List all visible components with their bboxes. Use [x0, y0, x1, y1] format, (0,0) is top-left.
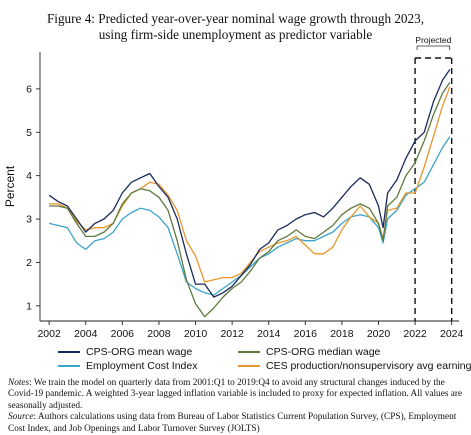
- x-tick-label: 2008: [147, 328, 171, 340]
- x-tick-label: 2014: [257, 328, 281, 340]
- y-tick-label: 3: [26, 214, 32, 226]
- x-tick-label: 2004: [74, 328, 98, 340]
- y-tick-label: 5: [26, 127, 32, 139]
- y-tick-label: 2: [26, 257, 32, 269]
- x-tick-label: 2010: [184, 328, 208, 340]
- notes-paragraph: Notes: We train the model on quarterly d…: [8, 378, 466, 412]
- x-tick-label: 2006: [111, 328, 135, 340]
- x-tick-label: 2020: [367, 328, 391, 340]
- series-line-ces: [49, 86, 451, 283]
- figure-notes: Notes: We train the model on quarterly d…: [8, 378, 466, 435]
- projection-label: Projected: [415, 35, 451, 45]
- y-tick-label: 6: [26, 83, 32, 95]
- legend-swatch-ces: [238, 365, 260, 367]
- legend-label-eci: Employment Cost Index: [86, 360, 198, 372]
- notes-text: : We train the model on quarterly data f…: [8, 378, 463, 411]
- legend-swatch-cps-median: [238, 351, 260, 353]
- series-line-eci: [48, 136, 451, 296]
- x-tick-label: 2012: [220, 328, 244, 340]
- chart-title-line-2: using firm-side unemployment as predicto…: [98, 27, 373, 42]
- x-tick-label: 2002: [37, 328, 61, 340]
- x-tick-label: 2024: [440, 328, 464, 340]
- notes-label: Notes: [8, 378, 30, 388]
- x-tick-label: 2016: [294, 328, 318, 340]
- y-tick-label: 4: [26, 170, 32, 182]
- legend-swatch-cps-mean: [58, 351, 80, 353]
- series-line-cps-median: [49, 82, 451, 318]
- source-label: Source: [8, 412, 34, 423]
- x-tick-label: 2022: [403, 328, 427, 340]
- legend-label-cps-mean: CPS-ORG mean wage: [86, 346, 193, 358]
- projection-bracket: [416, 45, 451, 50]
- chart-title-line-1: Figure 4: Predicted year-over-year nomin…: [46, 11, 425, 26]
- y-tick-label: 1: [26, 300, 32, 312]
- legend-swatch-eci: [58, 365, 80, 367]
- series-line-cps-mean: [48, 69, 451, 298]
- source-paragraph: Source: Authors calculations using data …: [8, 412, 466, 435]
- legend-label-cps-median: CPS-ORG median wage: [266, 346, 381, 358]
- source-text: : Authors calculations using data from B…: [8, 412, 457, 434]
- y-axis-label: Percent: [3, 165, 17, 207]
- legend-label-ces: CES production/nonsupervisory avg earnin…: [266, 360, 471, 372]
- x-tick-label: 2018: [330, 328, 354, 340]
